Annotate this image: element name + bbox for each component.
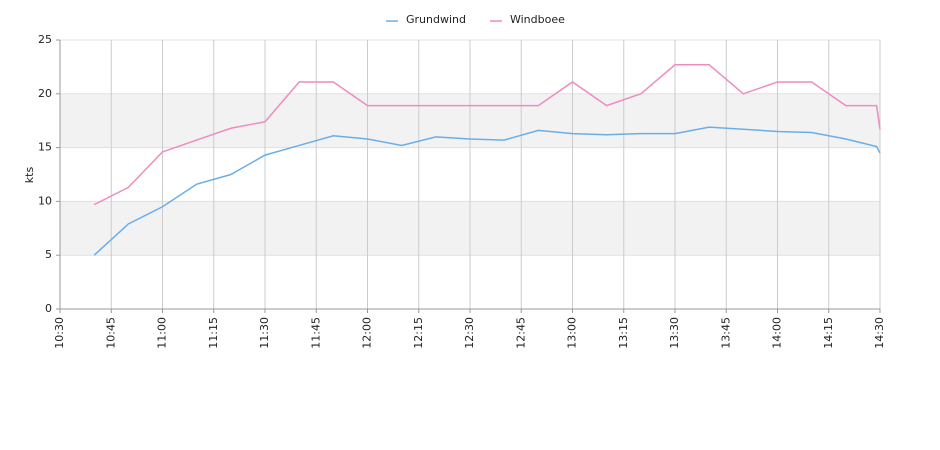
- x-tick-label: 12:15: [412, 317, 425, 349]
- x-tick-label: 12:00: [361, 317, 374, 349]
- x-tick-label: 13:30: [668, 317, 681, 349]
- x-tick-label: 11:00: [156, 317, 169, 349]
- y-tick-label: 25: [38, 33, 52, 46]
- x-tick-label: 13:45: [719, 317, 732, 349]
- series-line: [93, 126, 881, 256]
- x-tick-label: 12:45: [514, 317, 527, 349]
- x-tick-label: 14:15: [822, 317, 835, 349]
- x-tick-label: 14:30: [873, 317, 886, 349]
- x-tick-label: 11:15: [207, 317, 220, 349]
- y-axis-label: kts: [23, 167, 36, 184]
- x-tick-label: 11:45: [309, 317, 322, 349]
- y-tick-label: 10: [38, 194, 52, 207]
- series-line: [93, 63, 881, 206]
- y-tick-label: 15: [38, 141, 52, 154]
- x-tick-label: 11:30: [258, 317, 271, 349]
- legend-label: Windboee: [510, 13, 565, 26]
- x-tick-label: 13:00: [566, 317, 579, 349]
- legend-label: Grundwind: [406, 13, 466, 26]
- x-tick-label: 12:30: [463, 317, 476, 349]
- x-tick-label: 10:45: [104, 317, 117, 349]
- y-tick-label: 5: [45, 248, 52, 261]
- y-tick-label: 0: [45, 302, 52, 315]
- x-tick-label: 13:15: [617, 317, 630, 349]
- y-tick-label: 20: [38, 87, 52, 100]
- x-tick-label: 10:30: [53, 317, 66, 349]
- x-tick-label: 14:00: [771, 317, 784, 349]
